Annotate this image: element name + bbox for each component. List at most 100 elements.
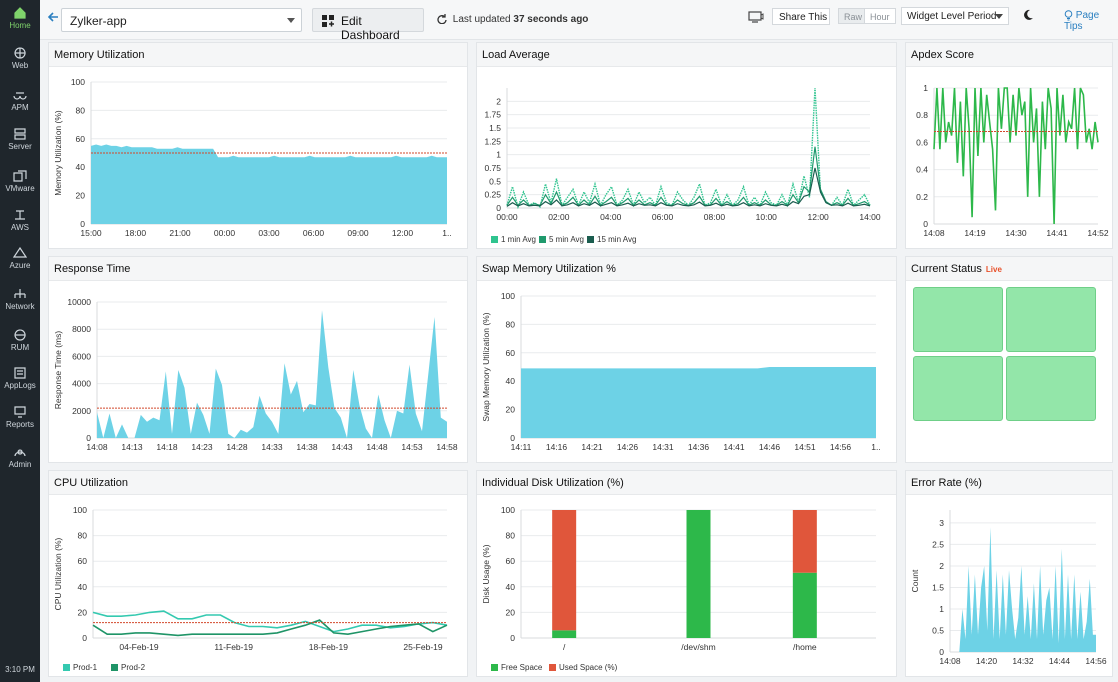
sidebar-item-home[interactable]: Home (0, 7, 40, 30)
sidebar-item-apm[interactable]: APM (0, 89, 40, 112)
legend-swatch (491, 664, 498, 671)
widget-title: CPU Utilization (49, 471, 467, 495)
y-tick-label: 0.75 (484, 163, 501, 173)
error-chart: 0 0.5 1 1.5 2 2.5 3 14:08 14:20 14:32 14:44 14:56 Co… (910, 510, 1107, 666)
y-tick-label: 100 (71, 77, 85, 87)
x-tick-label: 14:08 (939, 656, 961, 666)
sidebar-item-rum[interactable]: RUM (0, 329, 40, 352)
error-rate-widget: Error Rate (%) 0 0.5 1 1.5 2 2.5 3 14:08 14:20 14… (905, 470, 1113, 677)
legend-swatch (111, 664, 118, 671)
azure-icon (13, 247, 27, 258)
x-tick-label: / (563, 642, 566, 652)
y-tick-label: 1 (923, 83, 928, 93)
monitor-select-value: Zylker-app (70, 14, 127, 28)
sidebar-item-aws[interactable]: AWS (0, 209, 40, 232)
y-tick-label: 1.5 (932, 582, 944, 592)
y-tick-label: 100 (501, 505, 515, 515)
disk-bar-free (552, 630, 577, 638)
x-tick-label: 14:46 (759, 442, 781, 452)
x-tick-label: 14:19 (964, 228, 986, 238)
legend-label: Free Space (501, 663, 543, 672)
y-tick-label: 2000 (72, 406, 91, 416)
page-tips-link[interactable]: Page Tips (1064, 10, 1118, 32)
sidebar-item-applogs[interactable]: AppLogs (0, 367, 40, 390)
x-tick-label: 14:56 (1085, 656, 1107, 666)
x-tick-label: 14:00 (859, 212, 881, 222)
last-updated: Last updated 37 seconds ago (437, 14, 588, 25)
x-tick-label: 14:41 (723, 442, 745, 452)
x-tick-label: 14:43 (331, 442, 353, 452)
x-tick-label: 11-Feb-19 (214, 642, 253, 652)
y-tick-label: 0.5 (932, 625, 944, 635)
status-tile[interactable] (1006, 356, 1096, 421)
last-updated-value: 37 seconds ago (513, 14, 589, 25)
disk-chart: 0 20 40 60 80 100 Disk Usage (%) / /dev/shm/home… (481, 505, 876, 672)
x-tick-label: 21:00 (169, 228, 191, 238)
y-tick-label: 2 (496, 96, 501, 106)
y-tick-label: 0.4 (916, 165, 928, 175)
x-tick-label: 14:36 (688, 442, 710, 452)
y-tick-label: 40 (78, 582, 88, 592)
sidebar-item-server[interactable]: Server (0, 128, 40, 151)
sidebar-clock: 3:10 PM (5, 665, 35, 674)
y-tick-label: 0 (80, 219, 85, 229)
sidebar-item-vmware[interactable]: VMware (0, 170, 40, 193)
sidebar-item-web[interactable]: Web (0, 47, 40, 70)
home-icon (14, 7, 26, 19)
share-button[interactable]: Share This (772, 8, 830, 25)
reports-icon (14, 406, 26, 418)
monitor-select[interactable]: Zylker-app (61, 8, 302, 32)
y-tick-label: 0.6 (916, 137, 928, 147)
y-tick-label: 100 (501, 291, 515, 301)
cpu-series-line (92, 619, 448, 637)
back-arrow-icon[interactable] (47, 11, 59, 26)
x-tick-label: 14:28 (226, 442, 248, 452)
widget-period-select[interactable]: Widget Level Period (901, 7, 1009, 25)
status-tile[interactable] (913, 287, 1003, 352)
x-tick-label: 1.. (871, 442, 880, 452)
edit-dashboard-button[interactable]: Edit Dashboard (312, 8, 424, 42)
legend-swatch (63, 664, 70, 671)
x-tick-label: 18-Feb-19 (309, 642, 348, 652)
y-tick-label: 0 (510, 633, 515, 643)
legend-label: Used Space (%) (559, 663, 618, 672)
load-chart: 0 0.25 0.5 0.75 1 1.25 1.5 1.75 2 00:00 02:00 04:00… (484, 87, 881, 244)
status-tile[interactable] (913, 356, 1003, 421)
y-tick-label: 1 (939, 604, 944, 614)
response-chart: 0 2000 4000 6000 8000 10000 14:08 14:13 14:18 14:… (53, 297, 458, 452)
sidebar-item-reports[interactable]: Reports (0, 406, 40, 429)
sidebar-item-network[interactable]: Network (0, 288, 40, 311)
response-area (97, 310, 447, 438)
x-tick-label: 04:00 (600, 212, 622, 222)
binoculars-icon (13, 92, 27, 100)
refresh-icon[interactable] (437, 14, 447, 25)
disk-utilization-widget: Individual Disk Utilization (%) 0 20 40 60 8… (476, 470, 897, 677)
network-icon (14, 289, 26, 298)
sidebar-item-label: VMware (5, 184, 35, 193)
tv-mode-icon[interactable] (748, 11, 764, 26)
x-tick-label: 14:53 (401, 442, 423, 452)
sidebar-item-admin[interactable]: Admin (0, 446, 40, 469)
memory-utilization-widget: Memory Utilization 0 20 40 60 80 100 15:00 18:0… (48, 42, 468, 249)
y-tick-label: 100 (73, 505, 87, 515)
load-series-line (506, 146, 871, 207)
widget-title: Current Status Live (906, 257, 1112, 281)
x-tick-label: 14:56 (830, 442, 852, 452)
rum-icon (14, 329, 26, 341)
hour-toggle[interactable]: Hour (864, 8, 896, 24)
widget-title: Swap Memory Utilization % (477, 257, 896, 281)
top-toolbar: Zylker-app Edit Dashboard Last updated 3… (40, 0, 1118, 42)
y-tick-label: 0.5 (489, 176, 501, 186)
x-tick-label: 14:30 (1005, 228, 1027, 238)
widget-title: Error Rate (%) (906, 471, 1112, 495)
dark-mode-icon[interactable] (1022, 9, 1034, 24)
status-tile[interactable] (1006, 287, 1096, 352)
disk-bar-free (686, 510, 711, 638)
chevron-down-icon (287, 18, 295, 23)
sidebar-item-azure[interactable]: Azure (0, 247, 40, 270)
x-tick-label: 12:00 (392, 228, 414, 238)
y-axis-label: Swap Memory Utilization (%) (481, 312, 491, 421)
legend-swatch (587, 236, 594, 243)
x-tick-label: /dev/shm (681, 642, 716, 652)
y-tick-label: 60 (78, 556, 88, 566)
